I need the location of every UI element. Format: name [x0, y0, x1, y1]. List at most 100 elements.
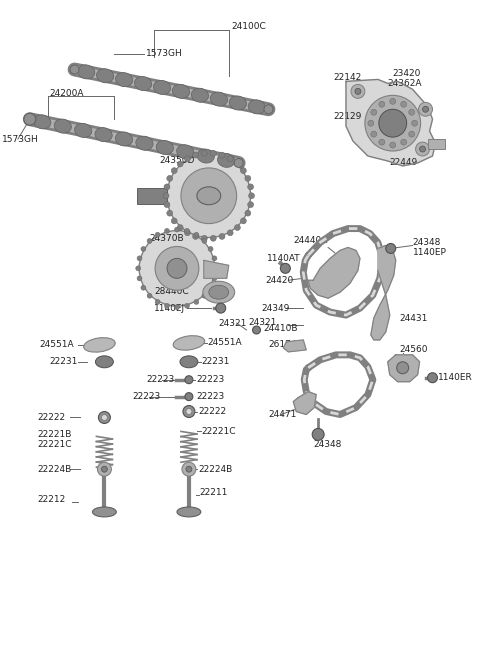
Circle shape [396, 362, 408, 374]
Text: 24200A: 24200A [50, 89, 84, 98]
Ellipse shape [116, 73, 133, 87]
Text: 24410B: 24410B [264, 323, 298, 332]
Text: 22142: 22142 [333, 73, 361, 82]
Circle shape [227, 156, 233, 162]
Circle shape [234, 161, 240, 167]
Text: 24370B: 24370B [149, 234, 184, 243]
Circle shape [194, 233, 199, 237]
Circle shape [155, 233, 160, 237]
Polygon shape [371, 246, 396, 340]
Circle shape [408, 109, 415, 115]
Circle shape [175, 227, 180, 232]
Circle shape [167, 154, 251, 238]
Circle shape [428, 373, 437, 382]
Circle shape [101, 415, 108, 420]
Ellipse shape [96, 69, 114, 83]
Circle shape [182, 463, 196, 476]
Text: 22223: 22223 [196, 392, 224, 401]
Text: 1140ER: 1140ER [437, 373, 472, 382]
Ellipse shape [115, 132, 132, 146]
Circle shape [401, 101, 407, 107]
Text: 22223: 22223 [196, 375, 224, 384]
Circle shape [167, 258, 187, 279]
Circle shape [245, 210, 251, 216]
Ellipse shape [209, 285, 228, 299]
Text: 24551A: 24551A [208, 338, 242, 348]
Circle shape [390, 142, 396, 148]
Circle shape [24, 113, 36, 125]
Circle shape [98, 411, 110, 424]
Ellipse shape [210, 92, 228, 106]
Ellipse shape [96, 356, 113, 368]
Circle shape [137, 276, 142, 281]
Polygon shape [283, 340, 306, 352]
Text: 24321: 24321 [249, 317, 277, 327]
Ellipse shape [192, 88, 209, 102]
Ellipse shape [134, 76, 152, 91]
Circle shape [210, 150, 216, 156]
Circle shape [185, 393, 193, 401]
Circle shape [379, 139, 385, 145]
Ellipse shape [203, 281, 235, 303]
Circle shape [416, 142, 430, 156]
Circle shape [147, 238, 152, 243]
Circle shape [249, 193, 254, 199]
Circle shape [177, 161, 183, 167]
Circle shape [280, 263, 290, 273]
Text: 22231: 22231 [202, 357, 230, 367]
Circle shape [177, 225, 183, 231]
Text: 24321: 24321 [219, 319, 247, 328]
Circle shape [186, 466, 192, 472]
Circle shape [171, 168, 177, 173]
Circle shape [386, 244, 396, 254]
Text: 22129: 22129 [333, 112, 361, 121]
Text: 22222: 22222 [198, 407, 226, 416]
Text: 22224B: 22224B [198, 464, 232, 474]
Circle shape [248, 202, 253, 208]
Text: 22221C: 22221C [38, 440, 72, 449]
Circle shape [248, 184, 253, 190]
Circle shape [212, 256, 217, 261]
Ellipse shape [172, 84, 190, 99]
Circle shape [192, 152, 199, 158]
Text: 1140AT: 1140AT [266, 254, 300, 263]
Text: 24431: 24431 [400, 313, 428, 323]
Text: 24348: 24348 [313, 440, 342, 449]
Text: 22211: 22211 [200, 487, 228, 497]
Circle shape [70, 65, 79, 74]
Circle shape [208, 246, 213, 252]
Text: 22224B: 22224B [38, 464, 72, 474]
Circle shape [184, 156, 191, 162]
Circle shape [312, 428, 324, 440]
Circle shape [181, 168, 237, 223]
Circle shape [167, 175, 173, 181]
Circle shape [234, 158, 243, 168]
Circle shape [213, 266, 218, 271]
Text: 24471: 24471 [268, 410, 297, 419]
Text: 24100C: 24100C [232, 22, 266, 32]
Text: 22221B: 22221B [38, 430, 72, 439]
Circle shape [164, 202, 170, 208]
Circle shape [202, 238, 207, 243]
Ellipse shape [197, 187, 221, 205]
Circle shape [240, 168, 246, 173]
Text: 22223: 22223 [146, 375, 174, 384]
Text: 22449: 22449 [390, 158, 418, 168]
Circle shape [186, 409, 192, 415]
Circle shape [371, 109, 377, 115]
Circle shape [167, 210, 173, 216]
Ellipse shape [177, 507, 201, 517]
Bar [137, 188, 167, 204]
Circle shape [390, 99, 396, 104]
Ellipse shape [93, 507, 116, 517]
Text: 24349: 24349 [262, 304, 290, 313]
Circle shape [355, 89, 361, 95]
Text: 24560: 24560 [400, 346, 428, 354]
Polygon shape [308, 248, 360, 298]
Circle shape [101, 466, 108, 472]
Circle shape [368, 120, 374, 126]
Circle shape [165, 229, 169, 233]
Circle shape [208, 285, 213, 290]
Text: 22223: 22223 [132, 392, 160, 401]
Polygon shape [388, 355, 420, 382]
